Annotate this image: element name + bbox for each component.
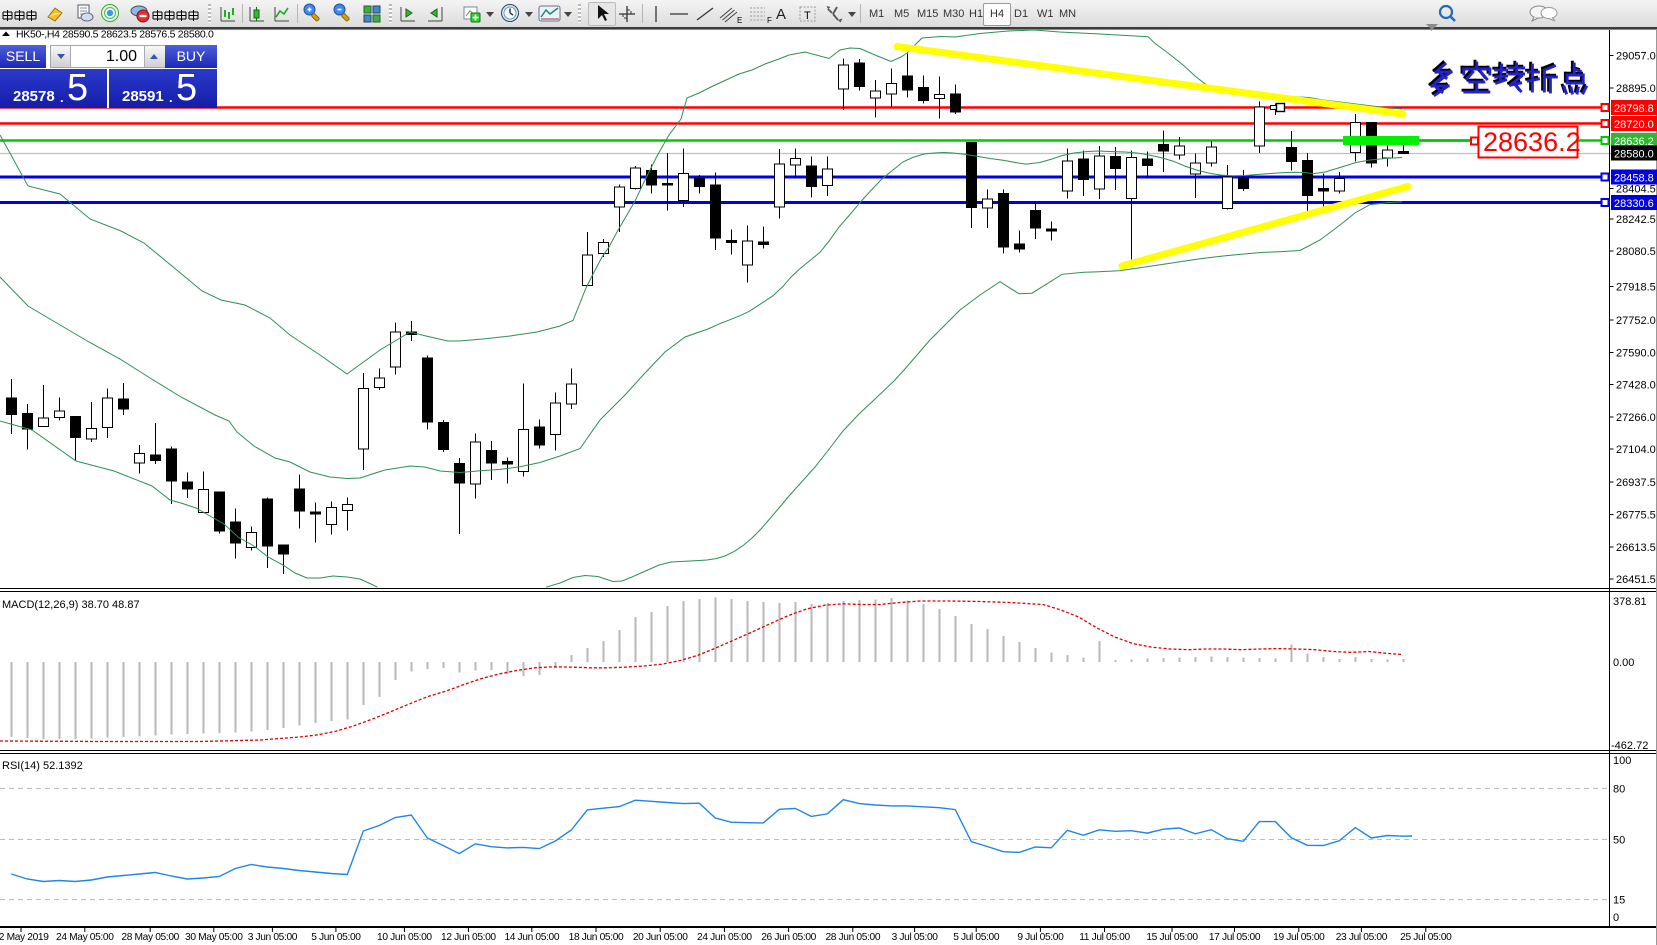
- svg-text:MACD(12,26,9) 38.70 48.87: MACD(12,26,9) 38.70 48.87: [2, 599, 140, 611]
- svg-text:15: 15: [1613, 895, 1625, 907]
- svg-text:5 Jun 05:00: 5 Jun 05:00: [311, 932, 361, 943]
- svg-text:11 Jul 05:00: 11 Jul 05:00: [1079, 932, 1130, 943]
- svg-text:0: 0: [1613, 912, 1619, 924]
- svg-text:22 May 2019: 22 May 2019: [0, 932, 49, 943]
- svg-text:15 Jul 05:00: 15 Jul 05:00: [1146, 932, 1198, 943]
- svg-text:19 Jul 05:00: 19 Jul 05:00: [1273, 932, 1325, 943]
- svg-text:24 May 05:00: 24 May 05:00: [56, 932, 114, 943]
- svg-text:28636.2: 28636.2: [1483, 127, 1581, 157]
- svg-text:28 Jun 05:00: 28 Jun 05:00: [825, 932, 880, 943]
- svg-text:378.81: 378.81: [1613, 596, 1647, 608]
- svg-text:28 May 05:00: 28 May 05:00: [121, 932, 179, 943]
- svg-text:27590.0: 27590.0: [1616, 348, 1656, 360]
- svg-text:-462.72: -462.72: [1611, 740, 1648, 752]
- svg-text:26 Jun 05:00: 26 Jun 05:00: [761, 932, 816, 943]
- svg-text:3 Jul 05:00: 3 Jul 05:00: [892, 932, 939, 943]
- svg-text:28080.5: 28080.5: [1616, 246, 1656, 258]
- svg-text:26937.5: 26937.5: [1616, 477, 1656, 489]
- svg-text:17 Jul 05:00: 17 Jul 05:00: [1209, 932, 1261, 943]
- svg-text:F: F: [767, 16, 772, 24]
- svg-text:50: 50: [1613, 835, 1625, 847]
- svg-text:28720.0: 28720.0: [1614, 119, 1654, 131]
- svg-text:80: 80: [1613, 784, 1625, 796]
- svg-text:HK50-,H4 28590.5 28623.5 2857: HK50-,H4 28590.5 28623.5 28576.5 28580.0: [16, 29, 214, 41]
- svg-text:26451.5: 26451.5: [1616, 574, 1656, 586]
- svg-text:30 May 05:00: 30 May 05:00: [185, 932, 243, 943]
- svg-text:27428.0: 27428.0: [1616, 380, 1656, 392]
- svg-text:28580.0: 28580.0: [1614, 149, 1654, 161]
- svg-text:E: E: [737, 16, 742, 24]
- svg-text:28330.6: 28330.6: [1614, 198, 1654, 210]
- svg-text:28798.8: 28798.8: [1614, 103, 1654, 115]
- svg-text:28458.8: 28458.8: [1614, 173, 1654, 185]
- svg-text:12 Jun 05:00: 12 Jun 05:00: [441, 932, 496, 943]
- svg-text:18 Jun 05:00: 18 Jun 05:00: [569, 932, 624, 943]
- svg-text:3 Jun 05:00: 3 Jun 05:00: [248, 932, 298, 943]
- svg-text:5 Jul 05:00: 5 Jul 05:00: [953, 932, 1000, 943]
- svg-text:29057.0: 29057.0: [1616, 51, 1656, 63]
- svg-text:T: T: [804, 10, 811, 22]
- svg-text:27104.0: 27104.0: [1616, 444, 1656, 456]
- svg-text:28636.2: 28636.2: [1614, 136, 1654, 148]
- svg-text:9 Jul 05:00: 9 Jul 05:00: [1017, 932, 1064, 943]
- svg-text:100: 100: [1613, 755, 1631, 767]
- svg-text:26775.5: 26775.5: [1616, 510, 1656, 522]
- svg-text:28895.0: 28895.0: [1616, 83, 1656, 95]
- svg-text:RSI(14) 52.1392: RSI(14) 52.1392: [2, 760, 83, 772]
- svg-text:10 Jun 05:00: 10 Jun 05:00: [377, 932, 432, 943]
- svg-text:28242.5: 28242.5: [1616, 214, 1656, 226]
- svg-text:26613.5: 26613.5: [1616, 542, 1656, 554]
- svg-text:25 Jul 05:00: 25 Jul 05:00: [1400, 932, 1452, 943]
- svg-text:23 Jul 05:00: 23 Jul 05:00: [1336, 932, 1388, 943]
- svg-text:14 Jun 05:00: 14 Jun 05:00: [504, 932, 559, 943]
- svg-text:27752.0: 27752.0: [1616, 315, 1656, 327]
- svg-text:27918.5: 27918.5: [1616, 282, 1656, 294]
- svg-text:24 Jun 05:00: 24 Jun 05:00: [697, 932, 752, 943]
- svg-text:28404.5: 28404.5: [1616, 184, 1656, 196]
- svg-text:27266.0: 27266.0: [1616, 412, 1656, 424]
- svg-text:0.00: 0.00: [1613, 657, 1634, 669]
- svg-text:20 Jun 05:00: 20 Jun 05:00: [633, 932, 688, 943]
